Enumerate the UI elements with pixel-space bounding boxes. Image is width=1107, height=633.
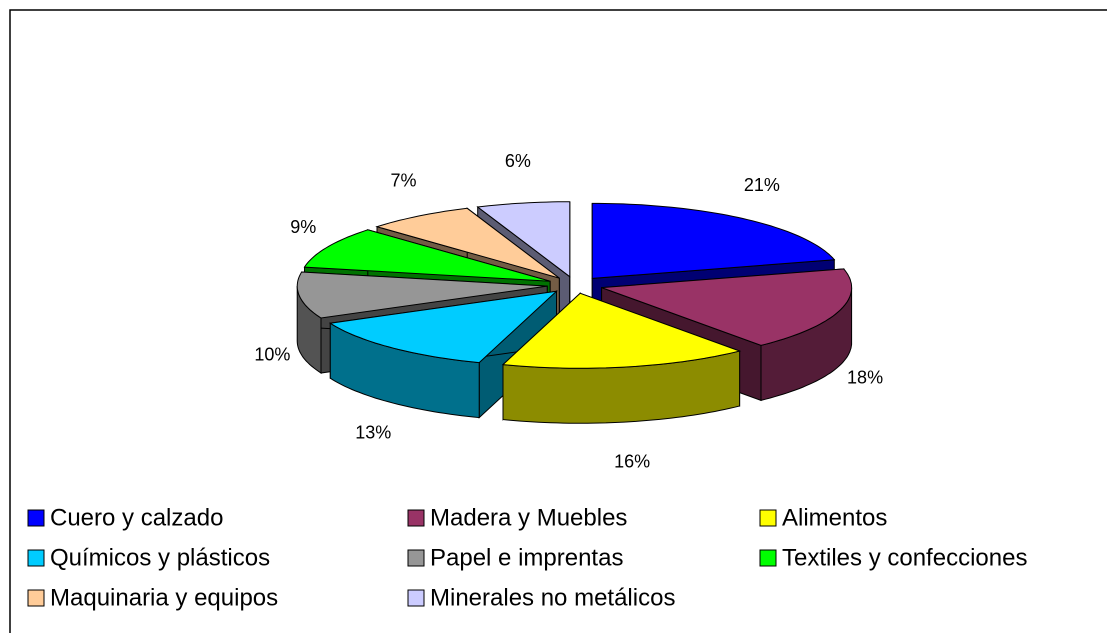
slice <box>501 292 742 369</box>
legend-swatch <box>27 549 45 567</box>
legend-label: Madera y Muebles <box>430 504 627 531</box>
legend-label: Maquinaria y equipos <box>50 584 278 611</box>
slice <box>375 207 560 279</box>
data-label: 7% <box>391 170 417 190</box>
legend-label: Papel e imprentas <box>430 544 623 571</box>
legend-label: Alimentos <box>782 504 887 531</box>
data-label: 13% <box>355 423 391 443</box>
data-label: 18% <box>847 367 883 387</box>
legend-label: Minerales no metálicos <box>430 584 675 611</box>
slice <box>328 290 559 364</box>
legend-swatch <box>407 509 425 527</box>
data-label: 21% <box>744 175 780 195</box>
legend-swatch <box>407 549 425 567</box>
legend-swatch <box>407 589 425 607</box>
data-label: 16% <box>614 452 650 472</box>
legend-label: Cuero y calzado <box>50 504 223 531</box>
slice <box>601 268 853 346</box>
slice <box>296 271 548 319</box>
chart-frame <box>9 9 1107 633</box>
legend-label: Textiles y confecciones <box>782 544 1027 571</box>
slice <box>303 229 551 282</box>
data-label: 6% <box>505 151 531 171</box>
data-label: 9% <box>290 217 316 237</box>
legend-swatch <box>759 509 777 527</box>
legend-swatch <box>27 509 45 527</box>
legend-label: Químicos y plásticos <box>50 544 270 571</box>
data-label: 10% <box>254 344 290 364</box>
legend-swatch <box>759 549 777 567</box>
slice <box>476 201 571 278</box>
slice <box>591 202 836 279</box>
legend-swatch <box>27 589 45 607</box>
